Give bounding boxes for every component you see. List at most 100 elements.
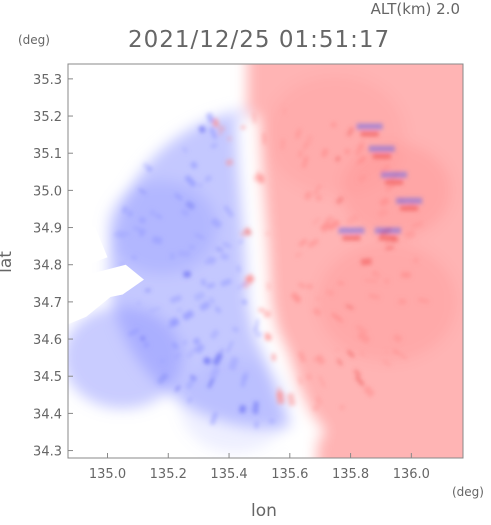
echo-cell [327, 219, 341, 232]
echo-cell [242, 371, 250, 380]
echo-cell [384, 278, 390, 284]
echo-cell [404, 229, 416, 240]
y-tick-label: 34.8 [33, 259, 62, 274]
echo-cell [258, 307, 265, 313]
echo-cell [127, 210, 134, 217]
y-tick-label: 34.4 [33, 407, 62, 422]
echo-cell [368, 293, 381, 300]
echo-cell [327, 215, 336, 224]
echo-cell [241, 298, 248, 306]
echo-cell [269, 419, 275, 424]
echo-cell [183, 270, 191, 278]
echo-cell [198, 125, 207, 134]
echo-cell [315, 194, 323, 202]
echo-cell [215, 246, 224, 253]
echo-cell [307, 238, 320, 249]
echo-cell [343, 147, 351, 155]
echo-cell [173, 192, 184, 201]
echo-cell [280, 138, 286, 150]
plot-frame [67, 63, 464, 459]
x-axis-ticks: 135.0 135.2 135.4 135.6 135.8 136.0 [89, 453, 430, 482]
echo-cell [136, 301, 141, 305]
echo-cell [151, 235, 163, 245]
echo-cell [133, 226, 147, 234]
echo-cell [145, 288, 151, 293]
echo-cell [226, 135, 233, 142]
echo-cell [149, 306, 161, 313]
clutter-cell [342, 235, 361, 241]
echo-cell [294, 251, 303, 258]
chart-title: 2021/12/25 01:51:17 [128, 27, 390, 53]
echo-cell [319, 221, 332, 233]
echo-cell [301, 155, 309, 169]
echo-cell [263, 310, 272, 318]
echo-cell [354, 144, 365, 156]
echo-cell [188, 244, 196, 251]
echo-cell [220, 253, 229, 261]
echo-cell [113, 232, 125, 239]
echo-cell [323, 215, 333, 224]
echo-cell [198, 300, 211, 312]
clutter-cell [338, 227, 365, 234]
echo-cell [335, 156, 341, 162]
echo-cell [379, 197, 390, 207]
y-unit-label: (deg) [18, 33, 50, 47]
echo-cell [306, 283, 314, 290]
echo-cell [220, 278, 232, 287]
x-tick-label: 135.0 [89, 467, 126, 482]
echo-cell [240, 125, 246, 130]
echo-cell [335, 196, 345, 205]
echo-cell [336, 358, 343, 366]
zero-velocity-band [236, 115, 326, 447]
echo-cell [345, 304, 354, 310]
echo-cell [395, 350, 408, 360]
echo-cell [297, 351, 307, 363]
echo-cell [243, 227, 253, 237]
echo-cell [346, 349, 355, 358]
echo-cell [325, 288, 335, 297]
x-tick-label: 135.4 [210, 467, 247, 482]
region-northeast [341, 143, 452, 238]
echo-cell [239, 404, 247, 414]
clutter-cell [372, 153, 391, 159]
clutter-cell [360, 131, 379, 137]
echo-cell [181, 339, 188, 346]
y-tick-label: 34.9 [33, 222, 62, 237]
echo-cell [210, 217, 223, 229]
x-tick-label: 135.2 [150, 467, 187, 482]
echo-cell [357, 173, 368, 184]
echo-cell [282, 106, 286, 115]
echo-cell [312, 404, 320, 412]
echo-cell [264, 231, 271, 236]
echo-cell [202, 356, 212, 366]
echo-cell [209, 127, 218, 140]
y-tick-label: 34.7 [33, 296, 62, 311]
echo-cell [142, 341, 150, 349]
echo-cell [217, 125, 226, 133]
echo-cell [142, 162, 154, 173]
altitude-label: ALT(km) 2.0 [371, 0, 460, 18]
echo-cell [358, 155, 366, 164]
echo-cell [189, 374, 197, 381]
y-axis-label: lat [0, 251, 16, 273]
y-tick-label: 34.3 [33, 445, 62, 460]
echo-cell [362, 259, 371, 265]
echo-cell [315, 296, 321, 301]
echo-cell [228, 356, 239, 371]
x-axis-label: lon [251, 501, 277, 521]
echo-cell [167, 319, 180, 329]
echo-cell [252, 112, 257, 124]
echo-cell [214, 306, 222, 314]
echo-cell [204, 174, 213, 183]
echo-cell [181, 146, 189, 154]
echo-cell [411, 220, 424, 230]
no-echo-gap [68, 208, 108, 273]
clutter-cell [368, 145, 395, 152]
echo-cell [223, 204, 234, 218]
echo-cell [238, 238, 244, 245]
echo-cell [204, 260, 215, 265]
echo-cell [171, 341, 179, 350]
echo-cell [400, 299, 407, 304]
echo-cell [185, 376, 197, 390]
echo-cell [197, 181, 204, 189]
